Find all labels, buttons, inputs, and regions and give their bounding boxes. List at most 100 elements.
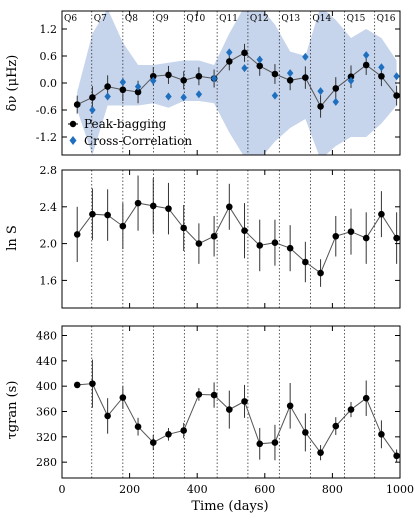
legend-label-peak-bagging: Peak-bagging	[84, 117, 167, 131]
data-point	[210, 232, 218, 240]
y-tick-label: 2.8	[40, 164, 58, 177]
data-point	[317, 449, 324, 456]
quarter-label: Q11	[219, 14, 238, 24]
data-point	[332, 422, 340, 430]
data-point	[256, 440, 264, 448]
data-point	[149, 439, 157, 446]
plot-area	[73, 170, 400, 308]
data-point-diamond	[363, 51, 370, 60]
data-point-diamond	[150, 76, 157, 85]
data-point	[226, 203, 233, 211]
y-tick-label: 440	[36, 355, 57, 368]
data-point	[378, 210, 385, 218]
data-point	[134, 88, 142, 96]
x-axis-label: Time (days)	[191, 499, 268, 514]
quarter-label: Q13	[281, 14, 300, 24]
data-point-diamond	[271, 91, 279, 100]
data-point	[393, 452, 400, 460]
data-point-diamond	[378, 63, 385, 72]
data-point-diamond	[210, 74, 218, 83]
data-point	[286, 77, 294, 84]
plot-frame	[61, 325, 401, 479]
x-tick-label: 1000	[386, 483, 414, 496]
data-point	[226, 406, 233, 413]
y-tick-label: 1.6	[40, 274, 58, 287]
data-point-diamond	[89, 106, 96, 114]
data-point	[119, 86, 127, 94]
y-tick-label: 0.0	[40, 77, 58, 90]
data-point-diamond	[393, 72, 400, 81]
data-point-diamond	[332, 97, 339, 106]
series-cross-correlation	[89, 48, 400, 114]
legend-marker-peak-bagging	[69, 120, 77, 128]
data-point	[165, 71, 172, 79]
data-point-diamond	[180, 93, 187, 102]
data-point	[104, 412, 111, 420]
data-point	[362, 61, 370, 69]
data-point	[393, 92, 400, 99]
data-point	[89, 94, 96, 101]
data-point	[317, 103, 324, 110]
data-point	[89, 210, 96, 218]
quarter-label: Q15	[347, 14, 366, 24]
data-point-diamond	[226, 48, 233, 57]
data-point	[119, 394, 127, 401]
data-point	[378, 72, 385, 80]
data-point	[271, 239, 279, 246]
quarter-label: Q14	[312, 14, 331, 24]
data-point	[195, 391, 203, 398]
data-point	[180, 427, 187, 434]
y-tick-label: 1.2	[40, 23, 58, 36]
data-point	[149, 72, 157, 80]
data-point-diamond	[104, 92, 111, 101]
data-point	[347, 228, 355, 235]
data-point	[286, 402, 294, 410]
data-point	[286, 244, 294, 252]
data-point	[362, 234, 370, 242]
y-tick-label: 360	[36, 406, 57, 419]
data-point-diamond	[317, 87, 324, 96]
data-point	[134, 199, 142, 207]
data-point	[119, 222, 127, 230]
y-tick-label: 320	[36, 431, 57, 444]
quarter-label: Q6	[64, 14, 77, 24]
data-point	[271, 70, 279, 78]
data-point	[241, 398, 248, 405]
data-point-diamond	[119, 78, 127, 87]
uncertainty-band	[77, 11, 397, 155]
y-tick-label: 0.6	[40, 50, 58, 63]
data-point	[317, 269, 324, 277]
data-point	[165, 205, 172, 212]
series-peak-bagging	[73, 43, 400, 118]
data-point	[302, 258, 309, 266]
data-point-diamond	[195, 90, 203, 99]
x-tick-label: 0	[59, 483, 66, 496]
plot-area	[73, 11, 400, 155]
data-point-diamond	[241, 64, 248, 73]
quarter-label: Q10	[186, 14, 205, 24]
series-main	[73, 175, 400, 287]
data-point	[195, 240, 203, 247]
y-tick-label: 2.0	[40, 238, 58, 251]
data-point-diamond	[347, 76, 355, 85]
data-point	[149, 202, 157, 210]
data-point	[256, 62, 264, 70]
data-point-diamond	[256, 55, 263, 64]
legend-label-cross-correlation: Cross-Correlation	[84, 134, 192, 148]
quarter-label: Q12	[250, 14, 269, 24]
data-point-diamond	[134, 82, 142, 91]
y-tick-label: 280	[36, 456, 57, 469]
y-axis-label-ln-s: ln S	[5, 225, 20, 251]
data-point	[180, 77, 187, 84]
x-tick-label: 200	[119, 483, 140, 496]
y-tick-label: -0.6	[36, 104, 57, 117]
quarter-label: Q9	[156, 14, 169, 24]
data-point-diamond	[165, 92, 172, 101]
data-point	[241, 227, 248, 235]
x-tick-label: 600	[254, 483, 275, 496]
data-point	[195, 72, 203, 80]
data-point	[332, 85, 340, 92]
data-point	[73, 231, 81, 238]
plot-area	[73, 326, 400, 478]
